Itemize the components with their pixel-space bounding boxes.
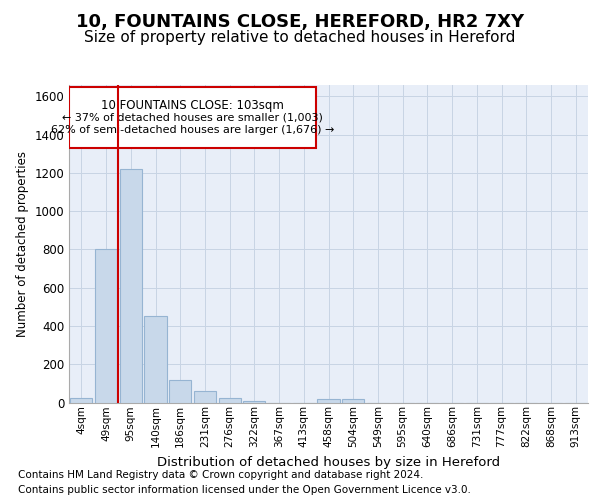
Bar — [317, 398, 340, 402]
Y-axis label: Number of detached properties: Number of detached properties — [16, 151, 29, 337]
Bar — [342, 398, 364, 402]
Text: Contains public sector information licensed under the Open Government Licence v3: Contains public sector information licen… — [18, 485, 471, 495]
Bar — [243, 400, 265, 402]
Bar — [218, 398, 241, 402]
FancyBboxPatch shape — [70, 87, 316, 148]
Bar — [70, 398, 92, 402]
Bar — [145, 316, 167, 402]
Text: Contains HM Land Registry data © Crown copyright and database right 2024.: Contains HM Land Registry data © Crown c… — [18, 470, 424, 480]
Text: 10, FOUNTAINS CLOSE, HEREFORD, HR2 7XY: 10, FOUNTAINS CLOSE, HEREFORD, HR2 7XY — [76, 12, 524, 30]
Bar — [119, 169, 142, 402]
X-axis label: Distribution of detached houses by size in Hereford: Distribution of detached houses by size … — [157, 456, 500, 468]
Bar — [194, 391, 216, 402]
Text: 62% of semi-detached houses are larger (1,676) →: 62% of semi-detached houses are larger (… — [51, 125, 335, 135]
Bar — [169, 380, 191, 402]
Bar — [95, 250, 117, 402]
Text: ← 37% of detached houses are smaller (1,003): ← 37% of detached houses are smaller (1,… — [62, 112, 323, 122]
Text: 10 FOUNTAINS CLOSE: 103sqm: 10 FOUNTAINS CLOSE: 103sqm — [101, 99, 284, 112]
Text: Size of property relative to detached houses in Hereford: Size of property relative to detached ho… — [85, 30, 515, 45]
